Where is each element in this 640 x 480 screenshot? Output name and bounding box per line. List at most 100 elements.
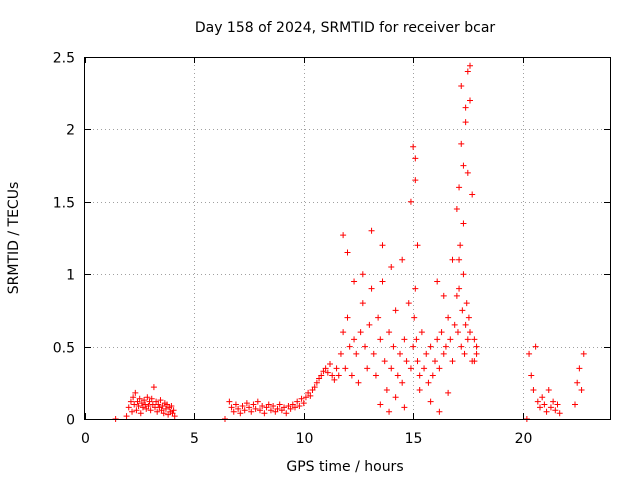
data-point [154,408,161,415]
data-point [467,62,473,69]
data-point [307,392,314,399]
data-point [123,413,130,420]
data-point [292,404,298,411]
data-point [129,408,136,415]
data-point [534,398,541,405]
data-point [372,372,379,379]
data-point [427,343,434,350]
y-tick-label: 0.5 [53,341,75,357]
data-point [170,407,177,414]
data-point [580,350,587,357]
data-point [556,410,563,417]
data-point [379,242,386,249]
data-point [457,242,464,249]
data-point [168,402,175,409]
data-point [340,232,347,239]
data-point [467,329,473,336]
data-point [302,394,309,401]
data-point [353,350,360,357]
data-point [136,395,143,402]
data-point [342,365,349,372]
data-point [550,398,557,405]
data-point [281,404,288,411]
data-point [526,350,533,357]
data-point [434,336,441,343]
data-point [283,410,290,417]
data-point [416,372,423,379]
data-point [465,314,472,321]
data-point [416,387,423,394]
data-point [532,343,539,350]
data-point [276,401,283,408]
data-point [459,307,466,314]
data-point [576,365,583,372]
data-point [248,408,255,415]
data-point [410,143,417,150]
data-point [386,408,393,415]
data-point [392,394,399,401]
data-point [530,387,537,394]
data-point [445,314,452,321]
data-point [259,402,266,409]
data-point [267,407,274,414]
data-point [411,314,418,321]
data-point [375,314,382,321]
data-point [135,402,142,409]
data-point [412,285,419,292]
data-point [377,401,384,408]
data-point [359,271,366,278]
data-point [311,384,318,391]
grid-lines [85,57,610,419]
data-point [438,329,445,336]
data-point [257,407,263,414]
data-point [425,379,432,386]
data-points [112,62,587,422]
data-point [327,360,333,367]
data-point [368,285,375,292]
data-point [333,365,340,372]
data-point [445,389,452,396]
data-point [572,401,578,408]
data-point [383,387,390,394]
data-point [141,397,148,404]
data-point [405,300,412,307]
data-point [125,404,132,411]
data-point [412,177,419,184]
data-point [239,402,246,409]
data-point [454,329,461,336]
y-axis-label: SRMTID / TECUs [6,182,22,295]
data-point [456,285,463,292]
data-point [423,350,430,357]
data-point [250,401,257,408]
data-point [132,389,139,396]
data-point [436,408,443,415]
data-point [449,358,456,365]
data-point [399,256,406,263]
data-point [392,307,399,314]
data-point [171,413,178,420]
data-point [442,343,449,350]
data-point [232,401,239,408]
data-point [362,343,368,350]
data-point [574,379,581,386]
data-point [351,336,358,343]
data-point [274,405,281,412]
data-point [379,278,386,285]
data-point [458,140,465,147]
data-point [467,97,473,104]
data-point [394,372,401,379]
data-point [543,408,550,415]
data-point [412,155,419,162]
data-point [235,405,242,412]
data-point [458,343,465,350]
data-point [294,398,301,405]
data-point [364,365,371,372]
data-point [388,263,395,270]
data-point [456,256,463,263]
data-point [463,300,470,307]
data-point [355,379,362,386]
data-point [351,278,358,285]
data-point [407,365,414,372]
data-point [346,343,353,350]
